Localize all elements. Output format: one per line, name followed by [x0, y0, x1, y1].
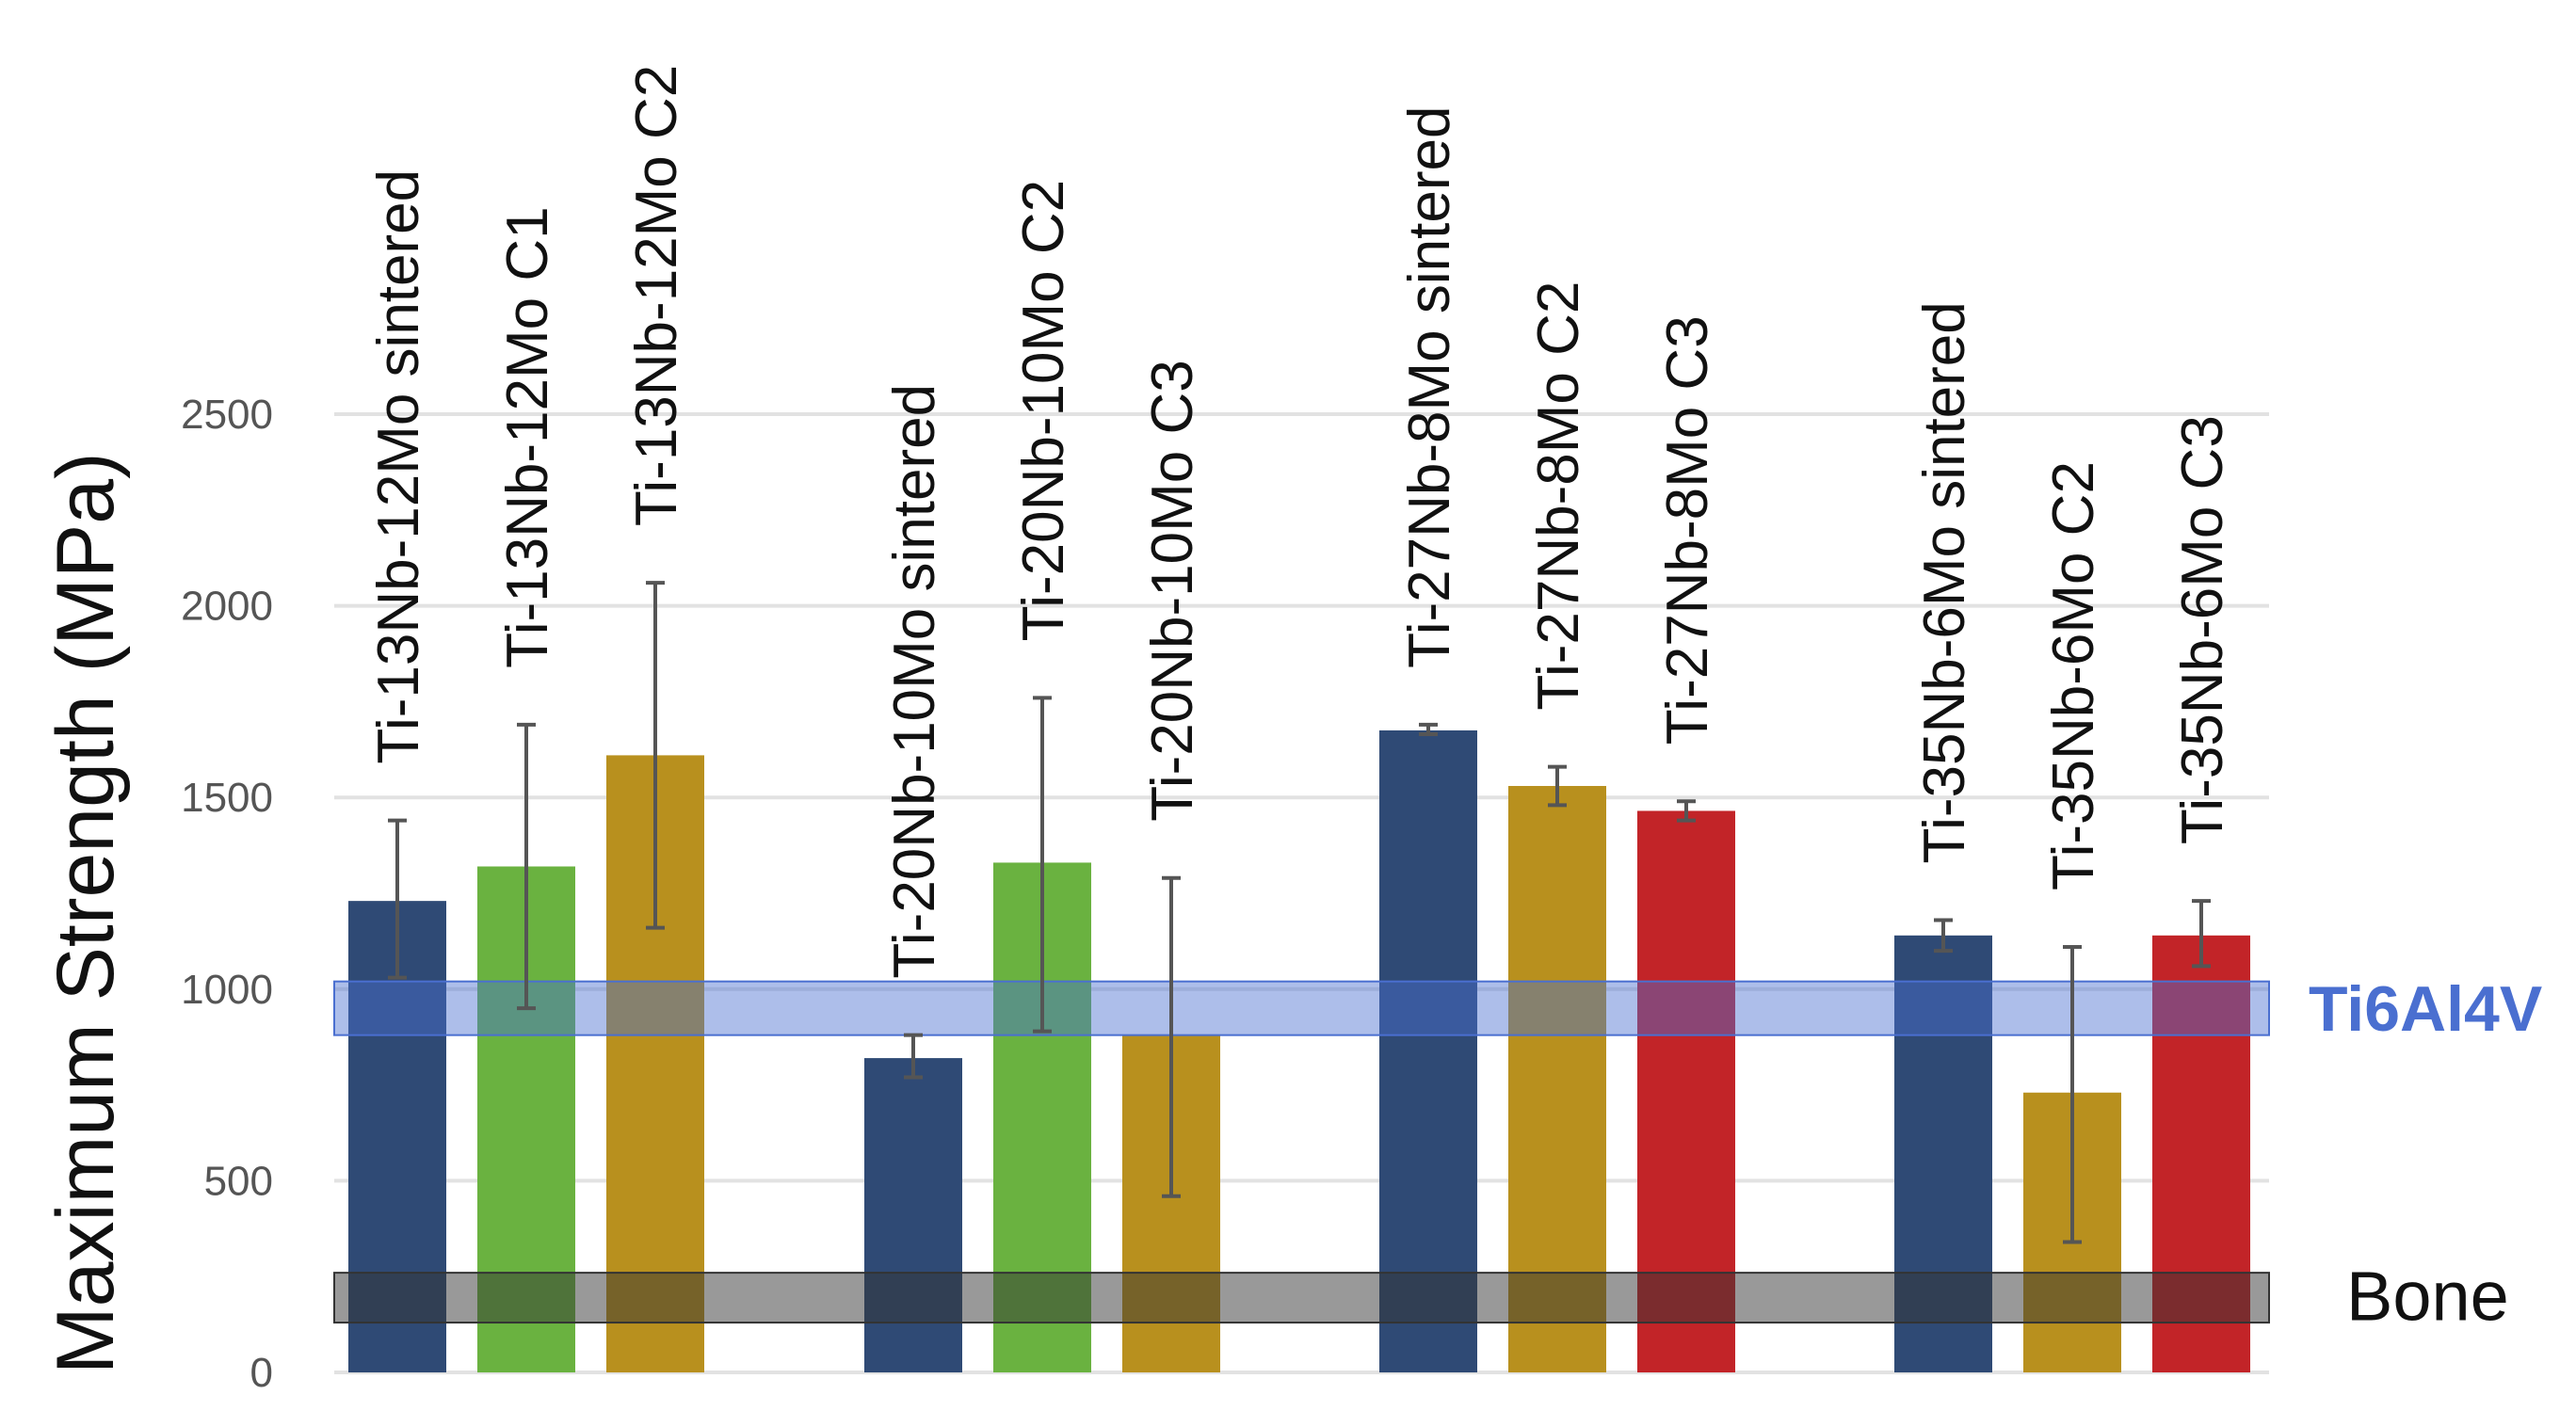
band-label: Ti6Al4V [2309, 973, 2542, 1045]
bar-label: Ti-20Nb-10Mo C2 [1011, 180, 1076, 641]
band-label: Bone [2346, 1258, 2509, 1336]
bar-labels: Ti-13Nb-12Mo sintered Ti-13Nb-12Mo C1 Ti-1… [366, 65, 2235, 979]
bar [1379, 730, 1477, 1372]
bar-label: Ti-27Nb-8Mo C2 [1526, 281, 1591, 711]
bar-label: Ti-35Nb-6Mo C3 [2170, 415, 2235, 844]
bar-label: Ti-27Nb-8Mo C3 [1655, 315, 1720, 745]
y-axis-ticks: 0 500 1000 1500 2000 2500 [181, 392, 273, 1396]
bar-label: Ti-27Nb-8Mo sintered [1397, 106, 1462, 668]
y-tick-label: 2500 [181, 392, 273, 438]
band-bone [333, 1272, 2270, 1324]
bar-label: Ti-35Nb-6Mo C2 [2041, 461, 2106, 890]
bar-label: Ti-13Nb-12Mo sintered [366, 169, 431, 764]
error-bars [388, 581, 2211, 1244]
y-tick-label: 2000 [181, 584, 273, 630]
y-tick-label: 1500 [181, 775, 273, 821]
y-tick-label: 1000 [181, 967, 273, 1013]
y-tick-label: 0 [250, 1350, 273, 1396]
bar-label: Ti-35Nb-6Mo sintered [1912, 301, 1977, 863]
y-axis-label: Maximum Strength (MPa) [40, 452, 131, 1374]
band-ti6al4v [333, 980, 2270, 1036]
bands: Ti6Al4V Bone [333, 973, 2542, 1336]
bar-label: Ti-20Nb-10Mo sintered [882, 384, 947, 979]
y-tick-label: 500 [204, 1158, 273, 1204]
bar-label: Ti-20Nb-10Mo C3 [1140, 360, 1205, 821]
bar-label: Ti-13Nb-12Mo C2 [624, 65, 689, 526]
bar-label: Ti-13Nb-12Mo C1 [495, 206, 560, 667]
bar [864, 1058, 962, 1372]
